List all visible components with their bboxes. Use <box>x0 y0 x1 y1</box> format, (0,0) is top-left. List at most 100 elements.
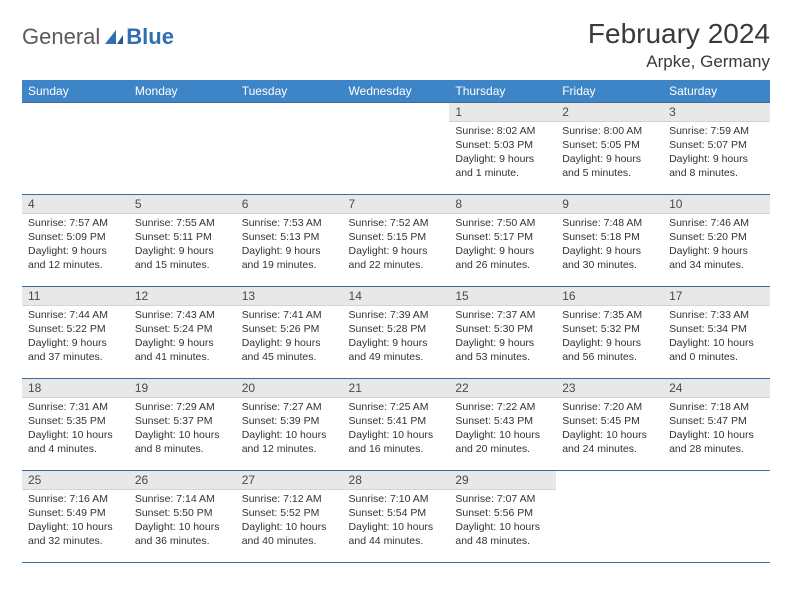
calendar-cell: 23Sunrise: 7:20 AMSunset: 5:45 PMDayligh… <box>556 379 663 471</box>
day-number: 17 <box>663 287 770 306</box>
calendar-cell: 9Sunrise: 7:48 AMSunset: 5:18 PMDaylight… <box>556 195 663 287</box>
day-number: 29 <box>449 471 556 490</box>
month-title: February 2024 <box>588 18 770 50</box>
day-details: Sunrise: 7:46 AMSunset: 5:20 PMDaylight:… <box>663 214 770 276</box>
day-number: 6 <box>236 195 343 214</box>
day-number: 21 <box>343 379 450 398</box>
day-number: 18 <box>22 379 129 398</box>
day-number: 23 <box>556 379 663 398</box>
calendar-cell: 11Sunrise: 7:44 AMSunset: 5:22 PMDayligh… <box>22 287 129 379</box>
logo-text-blue: Blue <box>126 24 174 50</box>
calendar-cell: 28Sunrise: 7:10 AMSunset: 5:54 PMDayligh… <box>343 471 450 563</box>
day-details: Sunrise: 7:52 AMSunset: 5:15 PMDaylight:… <box>343 214 450 276</box>
calendar-cell: 6Sunrise: 7:53 AMSunset: 5:13 PMDaylight… <box>236 195 343 287</box>
location: Arpke, Germany <box>588 52 770 72</box>
calendar-cell: 18Sunrise: 7:31 AMSunset: 5:35 PMDayligh… <box>22 379 129 471</box>
day-number: 22 <box>449 379 556 398</box>
day-details: Sunrise: 7:10 AMSunset: 5:54 PMDaylight:… <box>343 490 450 552</box>
day-details: Sunrise: 7:33 AMSunset: 5:34 PMDaylight:… <box>663 306 770 368</box>
day-number: 5 <box>129 195 236 214</box>
weekday-header: Wednesday <box>343 80 450 103</box>
day-number: 16 <box>556 287 663 306</box>
day-details: Sunrise: 7:35 AMSunset: 5:32 PMDaylight:… <box>556 306 663 368</box>
day-number: 1 <box>449 103 556 122</box>
day-details: Sunrise: 7:20 AMSunset: 5:45 PMDaylight:… <box>556 398 663 460</box>
day-number: 8 <box>449 195 556 214</box>
day-number: 11 <box>22 287 129 306</box>
calendar-cell: .. <box>663 471 770 563</box>
weekday-header: Monday <box>129 80 236 103</box>
day-details: Sunrise: 7:53 AMSunset: 5:13 PMDaylight:… <box>236 214 343 276</box>
calendar-row: 18Sunrise: 7:31 AMSunset: 5:35 PMDayligh… <box>22 379 770 471</box>
calendar-cell: 22Sunrise: 7:22 AMSunset: 5:43 PMDayligh… <box>449 379 556 471</box>
calendar-cell: 1Sunrise: 8:02 AMSunset: 5:03 PMDaylight… <box>449 103 556 195</box>
day-details: Sunrise: 7:25 AMSunset: 5:41 PMDaylight:… <box>343 398 450 460</box>
calendar-cell: 4Sunrise: 7:57 AMSunset: 5:09 PMDaylight… <box>22 195 129 287</box>
calendar-cell: 27Sunrise: 7:12 AMSunset: 5:52 PMDayligh… <box>236 471 343 563</box>
day-details: Sunrise: 7:48 AMSunset: 5:18 PMDaylight:… <box>556 214 663 276</box>
day-number: 24 <box>663 379 770 398</box>
day-details: Sunrise: 7:12 AMSunset: 5:52 PMDaylight:… <box>236 490 343 552</box>
calendar-table: Sunday Monday Tuesday Wednesday Thursday… <box>22 80 770 563</box>
calendar-cell: 19Sunrise: 7:29 AMSunset: 5:37 PMDayligh… <box>129 379 236 471</box>
day-details: Sunrise: 7:07 AMSunset: 5:56 PMDaylight:… <box>449 490 556 552</box>
calendar-cell: .. <box>236 103 343 195</box>
day-number: 12 <box>129 287 236 306</box>
calendar-cell: 14Sunrise: 7:39 AMSunset: 5:28 PMDayligh… <box>343 287 450 379</box>
day-number: 26 <box>129 471 236 490</box>
day-number: 10 <box>663 195 770 214</box>
logo: General Blue <box>22 24 174 50</box>
day-details: Sunrise: 7:18 AMSunset: 5:47 PMDaylight:… <box>663 398 770 460</box>
calendar-cell: 10Sunrise: 7:46 AMSunset: 5:20 PMDayligh… <box>663 195 770 287</box>
day-details: Sunrise: 7:39 AMSunset: 5:28 PMDaylight:… <box>343 306 450 368</box>
day-number: 19 <box>129 379 236 398</box>
logo-sail-icon <box>104 29 124 45</box>
calendar-cell: 20Sunrise: 7:27 AMSunset: 5:39 PMDayligh… <box>236 379 343 471</box>
day-number: 3 <box>663 103 770 122</box>
day-number: 27 <box>236 471 343 490</box>
calendar-row: ........1Sunrise: 8:02 AMSunset: 5:03 PM… <box>22 103 770 195</box>
calendar-cell: 25Sunrise: 7:16 AMSunset: 5:49 PMDayligh… <box>22 471 129 563</box>
day-details: Sunrise: 7:44 AMSunset: 5:22 PMDaylight:… <box>22 306 129 368</box>
calendar-cell: 24Sunrise: 7:18 AMSunset: 5:47 PMDayligh… <box>663 379 770 471</box>
day-details: Sunrise: 7:57 AMSunset: 5:09 PMDaylight:… <box>22 214 129 276</box>
calendar-cell: .. <box>129 103 236 195</box>
day-number: 7 <box>343 195 450 214</box>
calendar-cell: 12Sunrise: 7:43 AMSunset: 5:24 PMDayligh… <box>129 287 236 379</box>
weekday-header: Friday <box>556 80 663 103</box>
calendar-cell: 2Sunrise: 8:00 AMSunset: 5:05 PMDaylight… <box>556 103 663 195</box>
day-number: 4 <box>22 195 129 214</box>
weekday-header: Thursday <box>449 80 556 103</box>
day-number: 9 <box>556 195 663 214</box>
calendar-cell: 16Sunrise: 7:35 AMSunset: 5:32 PMDayligh… <box>556 287 663 379</box>
calendar-row: 4Sunrise: 7:57 AMSunset: 5:09 PMDaylight… <box>22 195 770 287</box>
calendar-cell: 3Sunrise: 7:59 AMSunset: 5:07 PMDaylight… <box>663 103 770 195</box>
weekday-header: Saturday <box>663 80 770 103</box>
day-number: 20 <box>236 379 343 398</box>
calendar-cell: 29Sunrise: 7:07 AMSunset: 5:56 PMDayligh… <box>449 471 556 563</box>
calendar-cell: 15Sunrise: 7:37 AMSunset: 5:30 PMDayligh… <box>449 287 556 379</box>
day-details: Sunrise: 7:50 AMSunset: 5:17 PMDaylight:… <box>449 214 556 276</box>
calendar-cell: 17Sunrise: 7:33 AMSunset: 5:34 PMDayligh… <box>663 287 770 379</box>
day-details: Sunrise: 8:00 AMSunset: 5:05 PMDaylight:… <box>556 122 663 184</box>
calendar-cell: .. <box>22 103 129 195</box>
calendar-cell: 26Sunrise: 7:14 AMSunset: 5:50 PMDayligh… <box>129 471 236 563</box>
calendar-cell: 13Sunrise: 7:41 AMSunset: 5:26 PMDayligh… <box>236 287 343 379</box>
day-number: 25 <box>22 471 129 490</box>
day-details: Sunrise: 7:27 AMSunset: 5:39 PMDaylight:… <box>236 398 343 460</box>
day-details: Sunrise: 7:14 AMSunset: 5:50 PMDaylight:… <box>129 490 236 552</box>
weekday-header: Tuesday <box>236 80 343 103</box>
day-number: 14 <box>343 287 450 306</box>
day-details: Sunrise: 7:29 AMSunset: 5:37 PMDaylight:… <box>129 398 236 460</box>
calendar-cell: 7Sunrise: 7:52 AMSunset: 5:15 PMDaylight… <box>343 195 450 287</box>
calendar-cell: .. <box>343 103 450 195</box>
calendar-cell: .. <box>556 471 663 563</box>
title-block: February 2024 Arpke, Germany <box>588 18 770 72</box>
logo-text-general: General <box>22 24 100 50</box>
day-number: 28 <box>343 471 450 490</box>
day-details: Sunrise: 7:55 AMSunset: 5:11 PMDaylight:… <box>129 214 236 276</box>
day-details: Sunrise: 7:37 AMSunset: 5:30 PMDaylight:… <box>449 306 556 368</box>
calendar-cell: 21Sunrise: 7:25 AMSunset: 5:41 PMDayligh… <box>343 379 450 471</box>
calendar-cell: 8Sunrise: 7:50 AMSunset: 5:17 PMDaylight… <box>449 195 556 287</box>
header: General Blue February 2024 Arpke, German… <box>22 18 770 72</box>
